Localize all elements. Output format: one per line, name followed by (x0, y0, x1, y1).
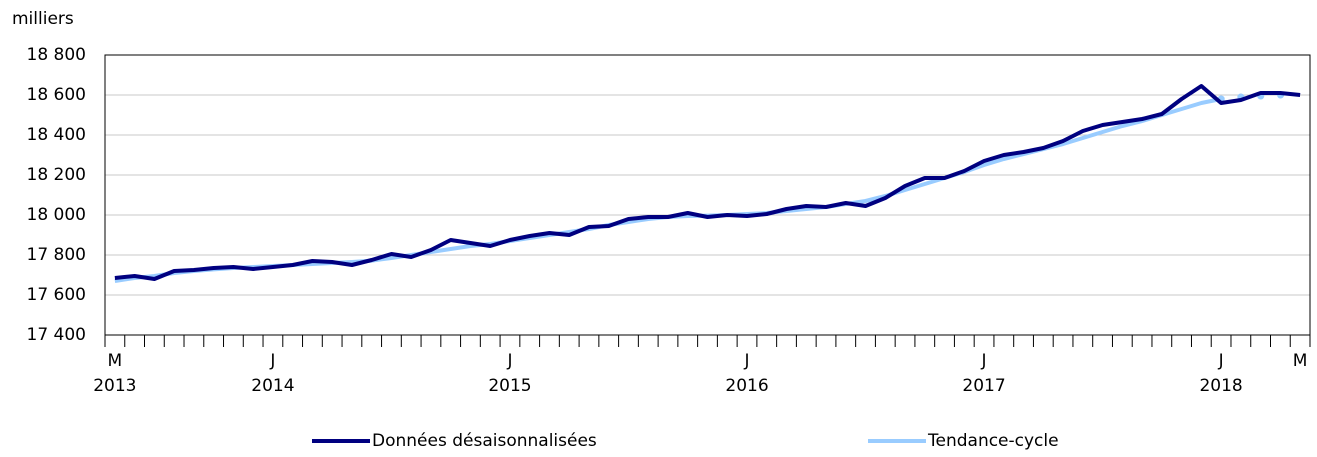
legend-label: Tendance-cycle (927, 431, 1059, 451)
x-tick-label: J (1218, 351, 1224, 371)
x-tick-label: J (981, 351, 987, 371)
x-year-label: 2018 (1199, 376, 1242, 396)
x-tick-label: M (108, 351, 123, 371)
legend-label: Données désaisonnalisées (372, 431, 597, 451)
y-tick-label: 18 000 (27, 205, 86, 225)
x-year-label: 2017 (962, 376, 1005, 396)
y-tick-label: 18 600 (27, 85, 86, 105)
series-line (1217, 91, 1304, 103)
x-year-label: 2013 (93, 376, 136, 396)
series-line (114, 84, 1301, 281)
plot-frame (104, 54, 1311, 336)
y-tick-label: 18 800 (27, 45, 86, 65)
x-year-label: 2016 (725, 376, 768, 396)
y-axis-label: milliers (12, 9, 74, 29)
y-tick-label: 18 200 (27, 165, 86, 185)
y-tick-label: 17 400 (27, 325, 86, 345)
x-tick-label: J (269, 351, 275, 371)
x-tick-label: J (506, 351, 512, 371)
series-line (114, 97, 1222, 283)
x-year-label: 2014 (251, 376, 294, 396)
x-year-label: 2015 (488, 376, 531, 396)
y-tick-label: 17 800 (27, 245, 86, 265)
x-tick-label: M (1293, 351, 1308, 371)
y-tick-label: 17 600 (27, 285, 86, 305)
y-tick-label: 18 400 (27, 125, 86, 145)
x-tick-label: J (744, 351, 750, 371)
